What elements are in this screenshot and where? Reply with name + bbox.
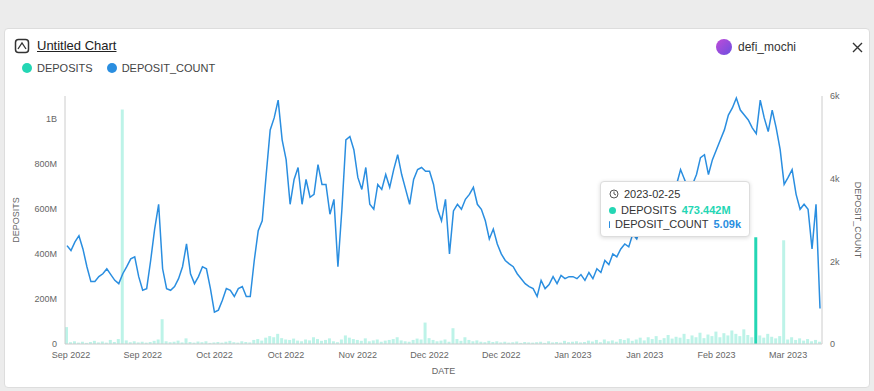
svg-text:400M: 400M bbox=[34, 249, 57, 259]
html-text:Untitled Chart: Untitled Chart bbox=[37, 38, 117, 53]
svg-text:Sep 2022: Sep 2022 bbox=[52, 350, 91, 360]
svg-text:6k: 6k bbox=[830, 91, 840, 101]
svg-text:Dec 2022: Dec 2022 bbox=[482, 350, 521, 360]
svg-text:0: 0 bbox=[52, 339, 57, 349]
svg-text:Nov 2022: Nov 2022 bbox=[339, 350, 378, 360]
svg-text:DATE: DATE bbox=[432, 366, 455, 376]
html-text:DEPOSITS: DEPOSITS bbox=[37, 62, 93, 74]
html-text:DEPOSITS 473.442M: DEPOSITS 473.442M bbox=[621, 204, 731, 216]
svg-text:2k: 2k bbox=[830, 257, 840, 267]
svg-text:Mar 2023: Mar 2023 bbox=[769, 350, 807, 360]
svg-text:Oct 2022: Oct 2022 bbox=[268, 350, 305, 360]
svg-text:1B: 1B bbox=[46, 114, 57, 124]
svg-text:Jan 2023: Jan 2023 bbox=[626, 350, 663, 360]
html-text:defi_mochi: defi_mochi bbox=[738, 40, 796, 54]
svg-text:800M: 800M bbox=[34, 159, 57, 169]
svg-text:DEPOSITS: DEPOSITS bbox=[11, 197, 21, 243]
svg-text:Dec 2022: Dec 2022 bbox=[410, 350, 449, 360]
svg-text:Feb 2023: Feb 2023 bbox=[697, 350, 735, 360]
svg-text:0: 0 bbox=[830, 339, 835, 349]
html-text:DEPOSIT_COUNT 5.09k: DEPOSIT_COUNT 5.09k bbox=[615, 218, 741, 230]
svg-text:DEPOSIT_COUNT: DEPOSIT_COUNT bbox=[853, 182, 863, 259]
svg-text:Oct 2022: Oct 2022 bbox=[196, 350, 233, 360]
svg-text:200M: 200M bbox=[34, 294, 57, 304]
svg-text:Sep 2022: Sep 2022 bbox=[123, 350, 162, 360]
html-text:DEPOSIT_COUNT: DEPOSIT_COUNT bbox=[121, 62, 216, 74]
svg-text:4k: 4k bbox=[830, 174, 840, 184]
svg-text:600M: 600M bbox=[34, 204, 57, 214]
html-text:2023-02-25: 2023-02-25 bbox=[624, 188, 681, 200]
svg-text:Jan 2023: Jan 2023 bbox=[554, 350, 591, 360]
